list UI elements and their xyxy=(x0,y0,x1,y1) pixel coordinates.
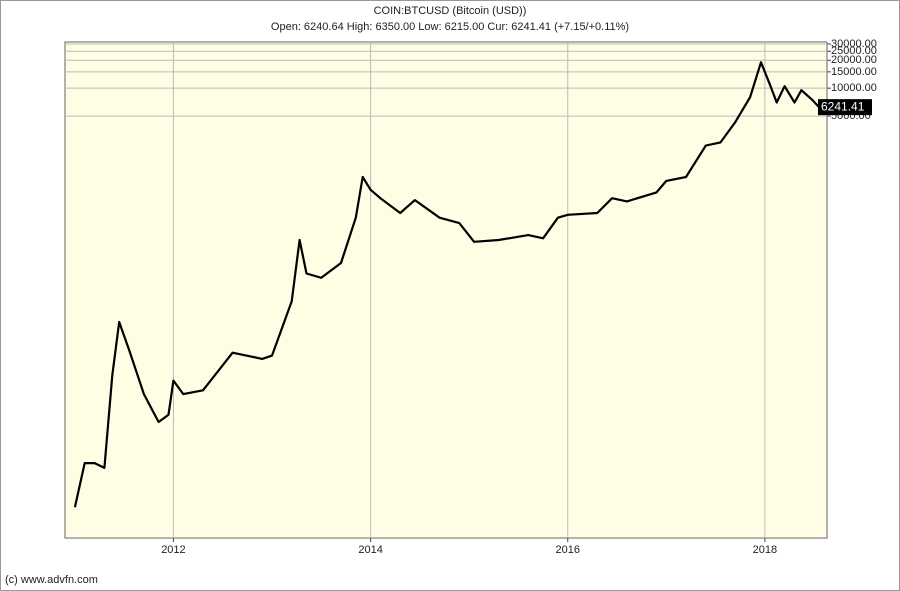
y-tick-label: 25000.00 xyxy=(831,45,877,57)
plot-area xyxy=(64,41,828,539)
x-tick-label: 2016 xyxy=(556,544,580,556)
footer: (c) www.advfn.com xyxy=(5,574,98,586)
price-line xyxy=(73,61,820,508)
current-price-box xyxy=(818,99,872,116)
chart-title: COIN:BTCUSD (Bitcoin (USD)) xyxy=(374,5,527,17)
y-tick-label: 15000.00 xyxy=(831,66,877,78)
y-tick-label: 30000.00 xyxy=(831,38,877,50)
x-tick-label: 2014 xyxy=(358,544,382,556)
x-tick-label: 2018 xyxy=(753,544,777,556)
y-tick-label: 20000.00 xyxy=(831,54,877,66)
y-tick-label: 10000.00 xyxy=(831,82,877,94)
chart-subtitle: Open: 6240.64 High: 6350.00 Low: 6215.00… xyxy=(271,21,629,33)
current-price-label: 6241.41 xyxy=(821,99,865,113)
x-tick-label: 2012 xyxy=(161,544,185,556)
